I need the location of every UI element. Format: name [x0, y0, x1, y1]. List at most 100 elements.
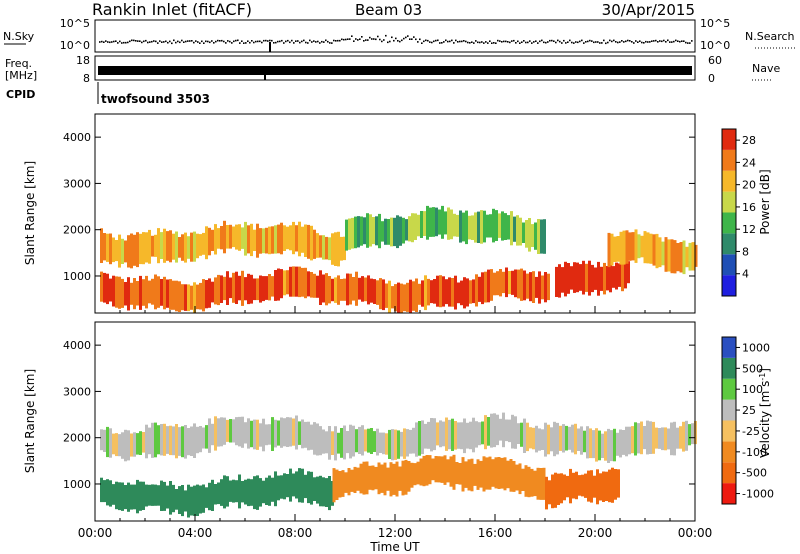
- data-cell: [523, 418, 526, 453]
- cpid-row: CPID twofsound 3503: [6, 82, 210, 106]
- data-cell: [331, 431, 334, 455]
- data-cell: [597, 261, 600, 296]
- nsky-point: [117, 42, 119, 44]
- nsky-point: [163, 41, 165, 43]
- data-cell: [121, 482, 124, 511]
- data-cell: [524, 465, 528, 497]
- nsky-point: [583, 42, 585, 44]
- nsky-point: [189, 40, 191, 42]
- data-cell: [154, 422, 157, 458]
- data-cell: [184, 490, 187, 512]
- data-cell: [139, 275, 142, 310]
- data-cell: [688, 242, 692, 271]
- nsky-point: [663, 39, 665, 42]
- nsky-point: [319, 42, 321, 44]
- data-cell: [412, 427, 415, 454]
- data-cell: [235, 417, 238, 446]
- nsky-point: [545, 41, 547, 44]
- data-cell: [610, 430, 613, 462]
- nsky-point: [131, 39, 133, 42]
- nsky-point: [211, 40, 213, 42]
- data-cell: [377, 462, 381, 495]
- data-cell: [357, 216, 360, 248]
- data-cell: [328, 476, 331, 511]
- nsky-point: [99, 41, 101, 43]
- data-cell: [178, 281, 181, 312]
- nsky-point: [539, 40, 541, 43]
- data-cell: [319, 270, 322, 305]
- nsky-point: [233, 40, 235, 43]
- data-cell: [142, 481, 145, 510]
- data-cell: [325, 431, 328, 454]
- station-title: Rankin Inlet (fitACF): [92, 0, 252, 19]
- nsky-point: [431, 41, 433, 44]
- data-cell: [301, 419, 304, 449]
- nsky-point: [215, 40, 217, 43]
- colorbar-swatch: [722, 254, 736, 276]
- data-cell: [316, 233, 319, 258]
- data-cell: [486, 214, 489, 238]
- nsky-point: [257, 40, 259, 43]
- data-cell: [103, 480, 106, 503]
- data-cell: [151, 278, 154, 305]
- data-cell: [157, 485, 160, 506]
- data-cell: [430, 280, 433, 304]
- nsky-point: [283, 42, 285, 44]
- data-cell: [402, 217, 405, 244]
- data-cell: [395, 461, 399, 497]
- data-cell: [501, 211, 504, 241]
- data-cell: [592, 430, 595, 459]
- data-cell: [398, 466, 402, 491]
- colorbar-swatch: [722, 337, 736, 358]
- data-cell: [464, 461, 468, 488]
- nsky-point: [653, 40, 655, 42]
- data-cell: [337, 231, 340, 267]
- y-tick-label: 2000: [63, 432, 91, 445]
- nsky-point: [113, 40, 115, 43]
- colorbar-tick-label: -500: [742, 467, 767, 480]
- data-cell: [664, 237, 668, 272]
- data-cell: [382, 432, 385, 455]
- data-cell: [511, 270, 514, 295]
- nsearch-tick-top: 10^5: [700, 17, 730, 30]
- data-cell: [232, 419, 235, 443]
- data-cell: [417, 214, 420, 237]
- data-cell: [537, 219, 540, 254]
- data-cell: [616, 432, 619, 456]
- data-cell: [466, 278, 469, 307]
- data-cell: [289, 266, 292, 297]
- data-cell: [673, 421, 676, 456]
- data-cell: [106, 479, 109, 506]
- data-cell: [419, 458, 423, 486]
- nsky-point: [405, 36, 407, 39]
- data-cell: [667, 239, 671, 272]
- colorbar-swatch: [722, 129, 736, 150]
- data-cell: [539, 468, 543, 500]
- data-cell: [399, 216, 402, 246]
- data-cell: [444, 211, 447, 235]
- nsky-point: [119, 40, 121, 43]
- data-cell: [420, 211, 423, 238]
- nsky-point: [299, 41, 301, 44]
- data-cell: [115, 481, 118, 510]
- data-cell: [109, 233, 112, 265]
- data-cell: [358, 426, 361, 454]
- data-cell: [298, 266, 301, 298]
- data-cell: [238, 474, 241, 509]
- data-cell: [145, 232, 148, 263]
- data-cell: [316, 275, 319, 298]
- data-cell: [608, 469, 611, 503]
- data-cell: [259, 228, 262, 254]
- data-cell: [520, 422, 523, 447]
- data-cell: [481, 421, 484, 445]
- nsky-point: [535, 40, 537, 42]
- data-cell: [241, 270, 244, 306]
- nsky-point: [625, 40, 627, 43]
- nsky-point: [689, 42, 691, 44]
- data-cell: [115, 240, 118, 262]
- data-cell: [376, 280, 379, 305]
- data-cell: [277, 475, 280, 501]
- cpid-value: twofsound 3503: [101, 92, 210, 106]
- y-tick-label: 3000: [63, 385, 91, 398]
- nsky-point: [333, 39, 335, 42]
